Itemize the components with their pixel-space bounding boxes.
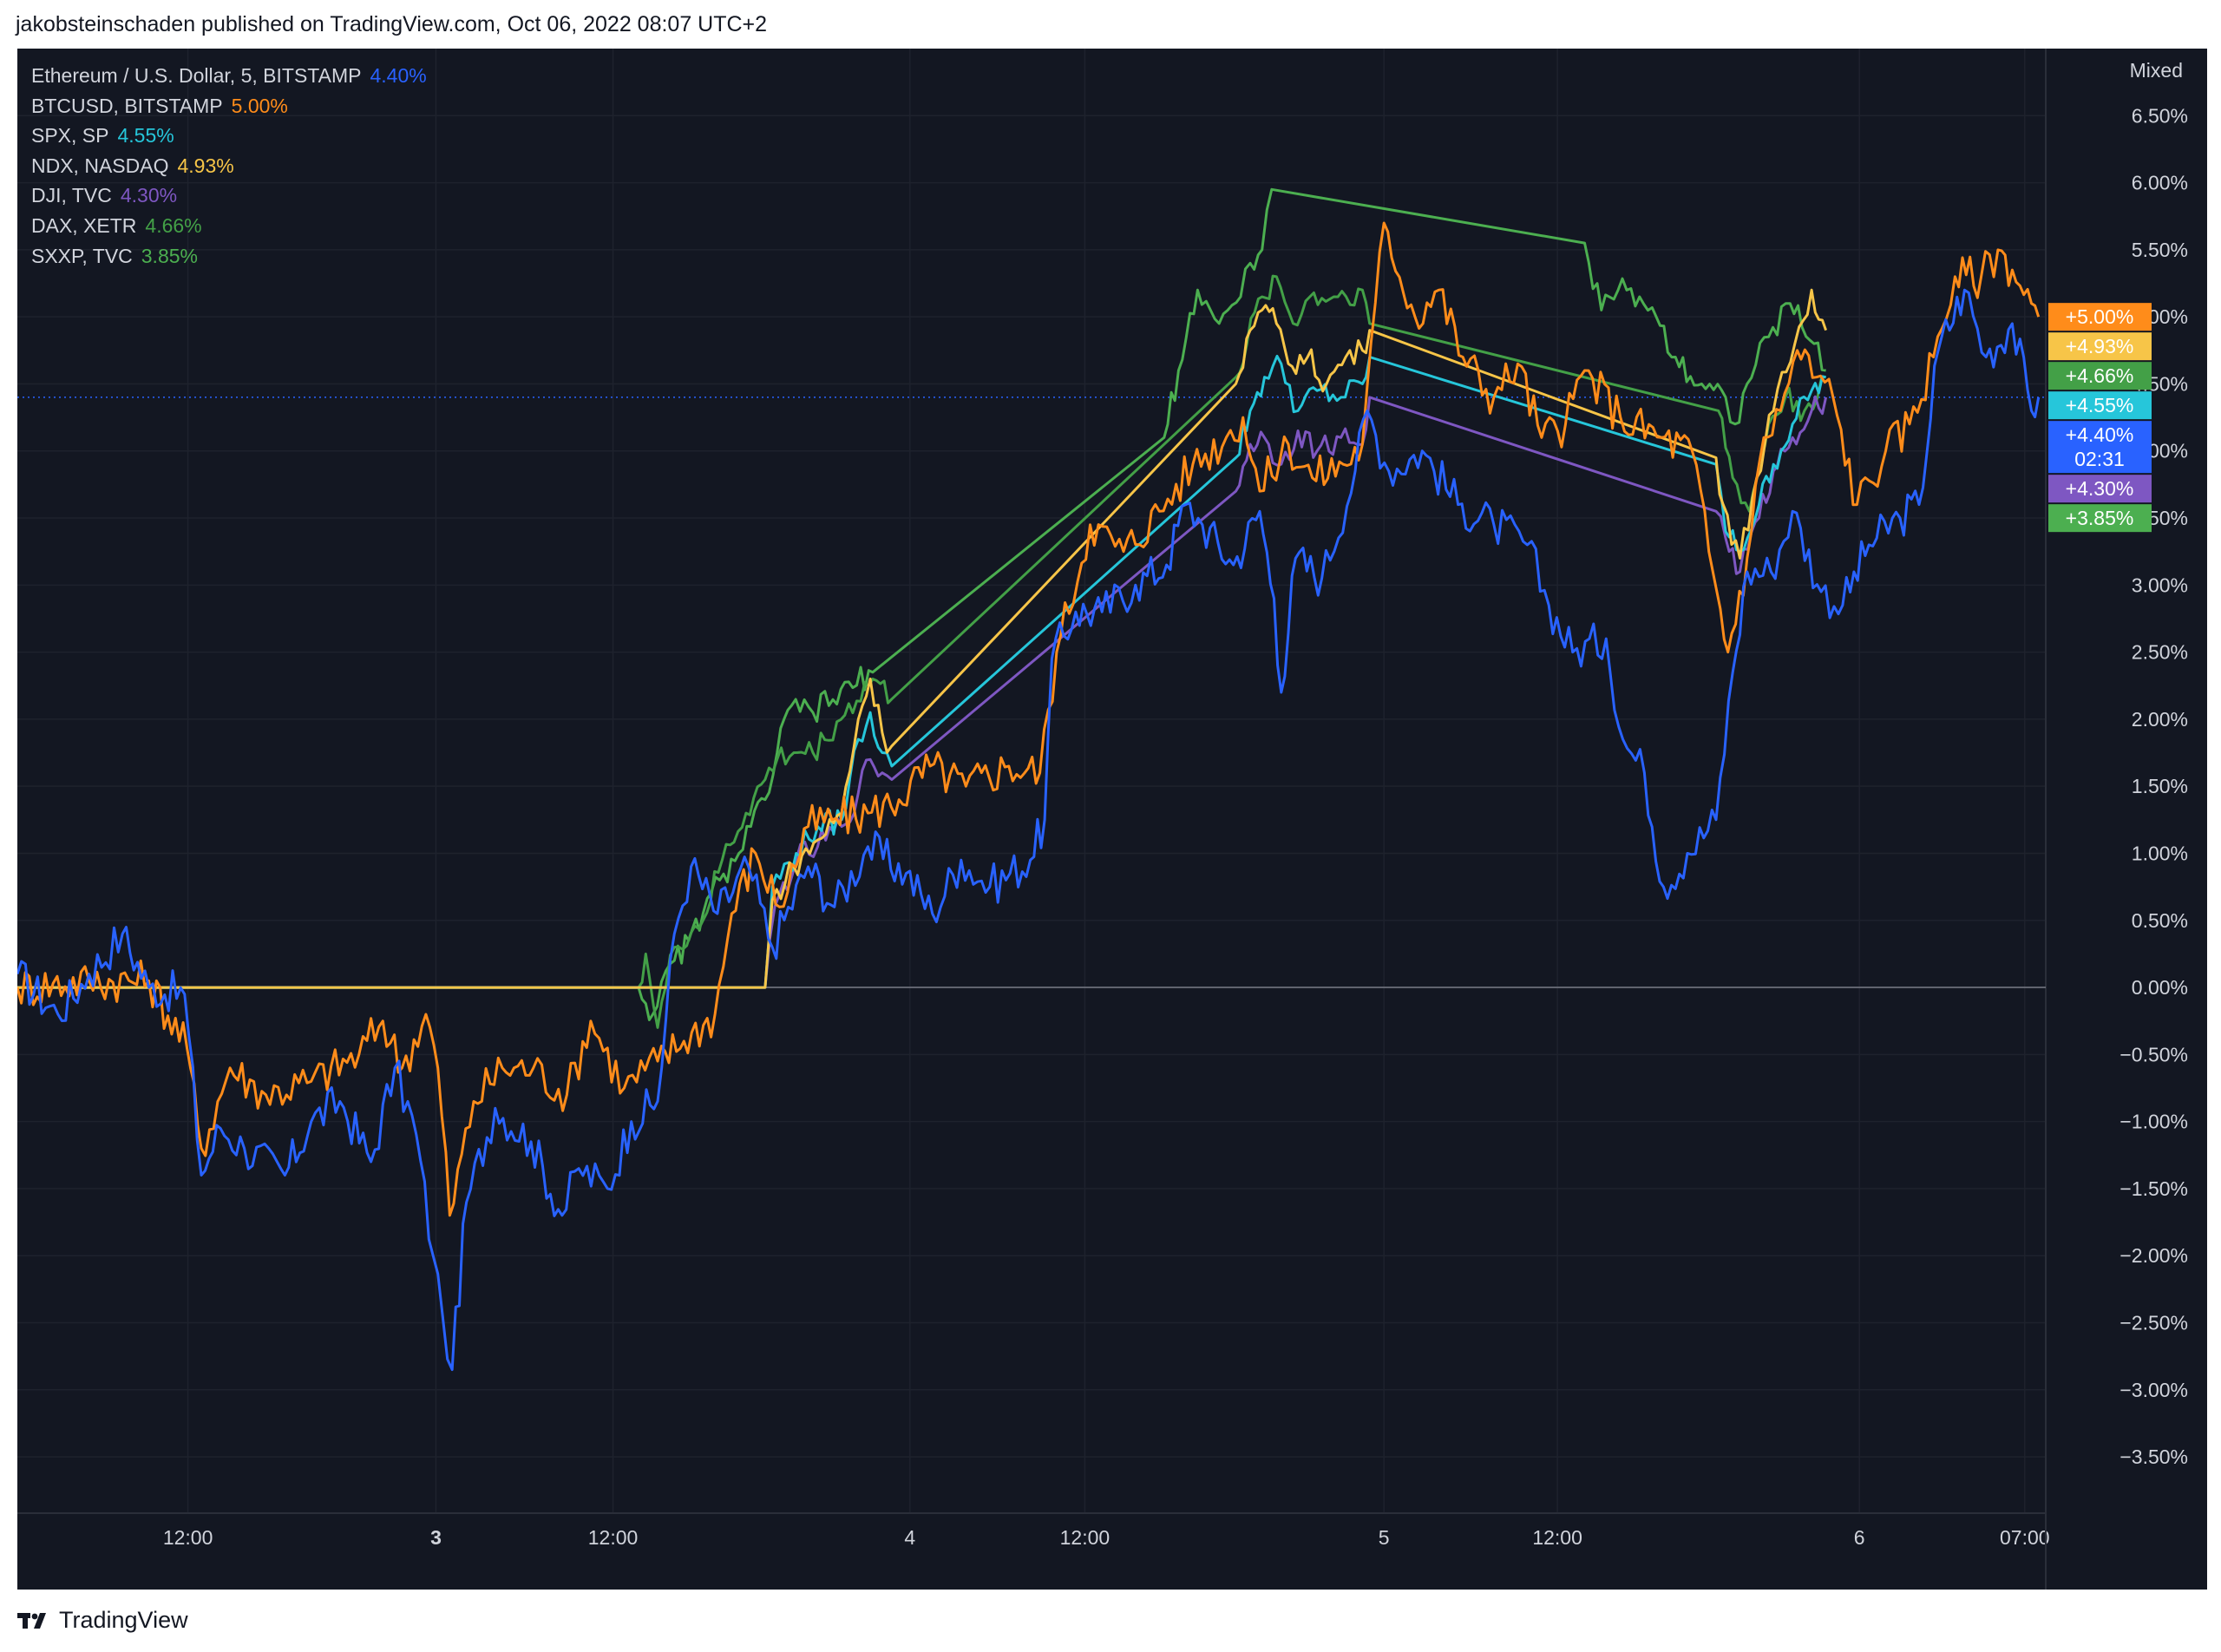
legend-series-name: SXXP, TVC [31, 244, 133, 267]
legend-item-sxxp[interactable]: SXXP, TVC 3.85% [31, 241, 427, 272]
legend-item-spx[interactable]: SPX, SP 4.55% [31, 121, 427, 151]
series-value-tag-text: +4.66% [2066, 364, 2134, 387]
series-value-tag-text: +4.30% [2066, 477, 2134, 500]
y-tick-label: 2.00% [2132, 708, 2188, 731]
legend-item-eth[interactable]: Ethereum / U.S. Dollar, 5, BITSTAMP 4.40% [31, 61, 427, 91]
series-value-tag [2048, 362, 2152, 390]
legend-series-name: DAX, XETR [31, 213, 137, 237]
y-tick-label: −2.00% [2119, 1244, 2188, 1267]
series-value-tag-subtext: 02:31 [2074, 448, 2125, 470]
scale-mode-label[interactable]: Mixed [2129, 59, 2183, 82]
series-line-eth[interactable] [17, 288, 2041, 1372]
y-tick-label: −2.50% [2119, 1311, 2188, 1334]
x-tick-label: 12:00 [588, 1526, 639, 1549]
publish-attribution: jakobsteinschaden published on TradingVi… [16, 12, 768, 36]
chart-panel[interactable]: 6.50% 6.00% 5.50% 5.00% 4.50% 4.00% 3.50% 3.00%… [17, 49, 2207, 1590]
legend-item-dax[interactable]: DAX, XETR 4.66% [31, 211, 427, 241]
y-tick-label: −3.50% [2119, 1446, 2188, 1468]
legend-series-name: BTCUSD, BITSTAMP [31, 94, 223, 117]
y-tick-label: −0.50% [2119, 1043, 2188, 1065]
series-value-tag-text: +4.40% [2066, 423, 2134, 446]
x-tick-label: 4 [904, 1526, 915, 1549]
x-tick-label: 07:00 [2000, 1526, 2050, 1549]
footer-brand-name: TradingView [59, 1607, 188, 1633]
tradingview-logo-icon [17, 1612, 46, 1629]
series-value-tag [2048, 504, 2152, 533]
footer-brand[interactable]: TradingView [17, 1607, 188, 1634]
legend-series-name: DJI, TVC [31, 184, 112, 207]
series-value-tag-text: +4.93% [2066, 335, 2134, 357]
y-tick-label: 1.50% [2132, 775, 2188, 797]
legend-item-dji[interactable]: DJI, TVC 4.30% [31, 180, 427, 211]
x-tick-label: 12:00 [1532, 1526, 1582, 1549]
legend-series-value: 4.66% [145, 213, 202, 237]
series-line-ndx[interactable] [17, 288, 1828, 989]
y-tick-label: 1.00% [2132, 842, 2188, 864]
y-tick-label: −1.00% [2119, 1111, 2188, 1133]
series-value-tag-text: +3.85% [2066, 507, 2134, 529]
chart-canvas[interactable]: 6.50%6.00%5.50%5.00%4.50%4.00%3.50%3.00%… [17, 49, 2207, 1590]
series-line-dax[interactable] [17, 274, 1826, 1029]
series-value-tag-text: +5.00% [2066, 305, 2134, 328]
x-tick-label: 6 [1854, 1526, 1865, 1549]
legend-series-name: SPX, SP [31, 124, 109, 148]
series-value-tag [2048, 332, 2152, 361]
y-tick-label: 3.00% [2132, 574, 2188, 596]
x-tick-label: 5 [1379, 1526, 1390, 1549]
y-tick-label: −1.50% [2119, 1177, 2188, 1200]
x-tick-label: 3 [430, 1526, 442, 1549]
legend-series-value: 4.93% [177, 154, 234, 177]
series-line-sxxp[interactable] [17, 187, 1826, 1021]
y-tick-label: 6.50% [2132, 104, 2188, 127]
series-line-dji[interactable] [17, 395, 1828, 989]
x-tick-label: 12:00 [163, 1526, 213, 1549]
series-legend: Ethereum / U.S. Dollar, 5, BITSTAMP 4.40%… [31, 61, 427, 271]
x-tick-label: 12:00 [1060, 1526, 1110, 1549]
legend-series-value: 3.85% [141, 244, 198, 267]
series-value-tag [2048, 421, 2152, 474]
y-tick-label: 0.50% [2132, 909, 2188, 932]
legend-item-btcusd[interactable]: BTCUSD, BITSTAMP 5.00% [31, 91, 427, 121]
legend-series-name: Ethereum / U.S. Dollar, 5, BITSTAMP [31, 64, 362, 87]
y-tick-label: 6.00% [2132, 172, 2188, 194]
legend-series-value: 4.30% [120, 184, 178, 207]
legend-series-value: 4.55% [117, 124, 174, 148]
legend-item-ndx[interactable]: NDX, NASDAQ 4.93% [31, 151, 427, 181]
y-tick-label: 0.00% [2132, 976, 2188, 999]
y-tick-label: 5.50% [2132, 239, 2188, 261]
series-value-tag-text: +4.55% [2066, 394, 2134, 416]
legend-series-value: 4.40% [370, 64, 427, 87]
series-value-tag [2048, 391, 2152, 420]
series-value-tag [2048, 303, 2152, 331]
y-tick-label: −3.00% [2119, 1379, 2188, 1401]
legend-series-name: NDX, NASDAQ [31, 154, 169, 177]
legend-series-value: 5.00% [231, 94, 288, 117]
y-tick-label: 2.50% [2132, 641, 2188, 664]
series-line-btcusd[interactable] [17, 221, 2041, 1217]
series-value-tag [2048, 475, 2152, 503]
